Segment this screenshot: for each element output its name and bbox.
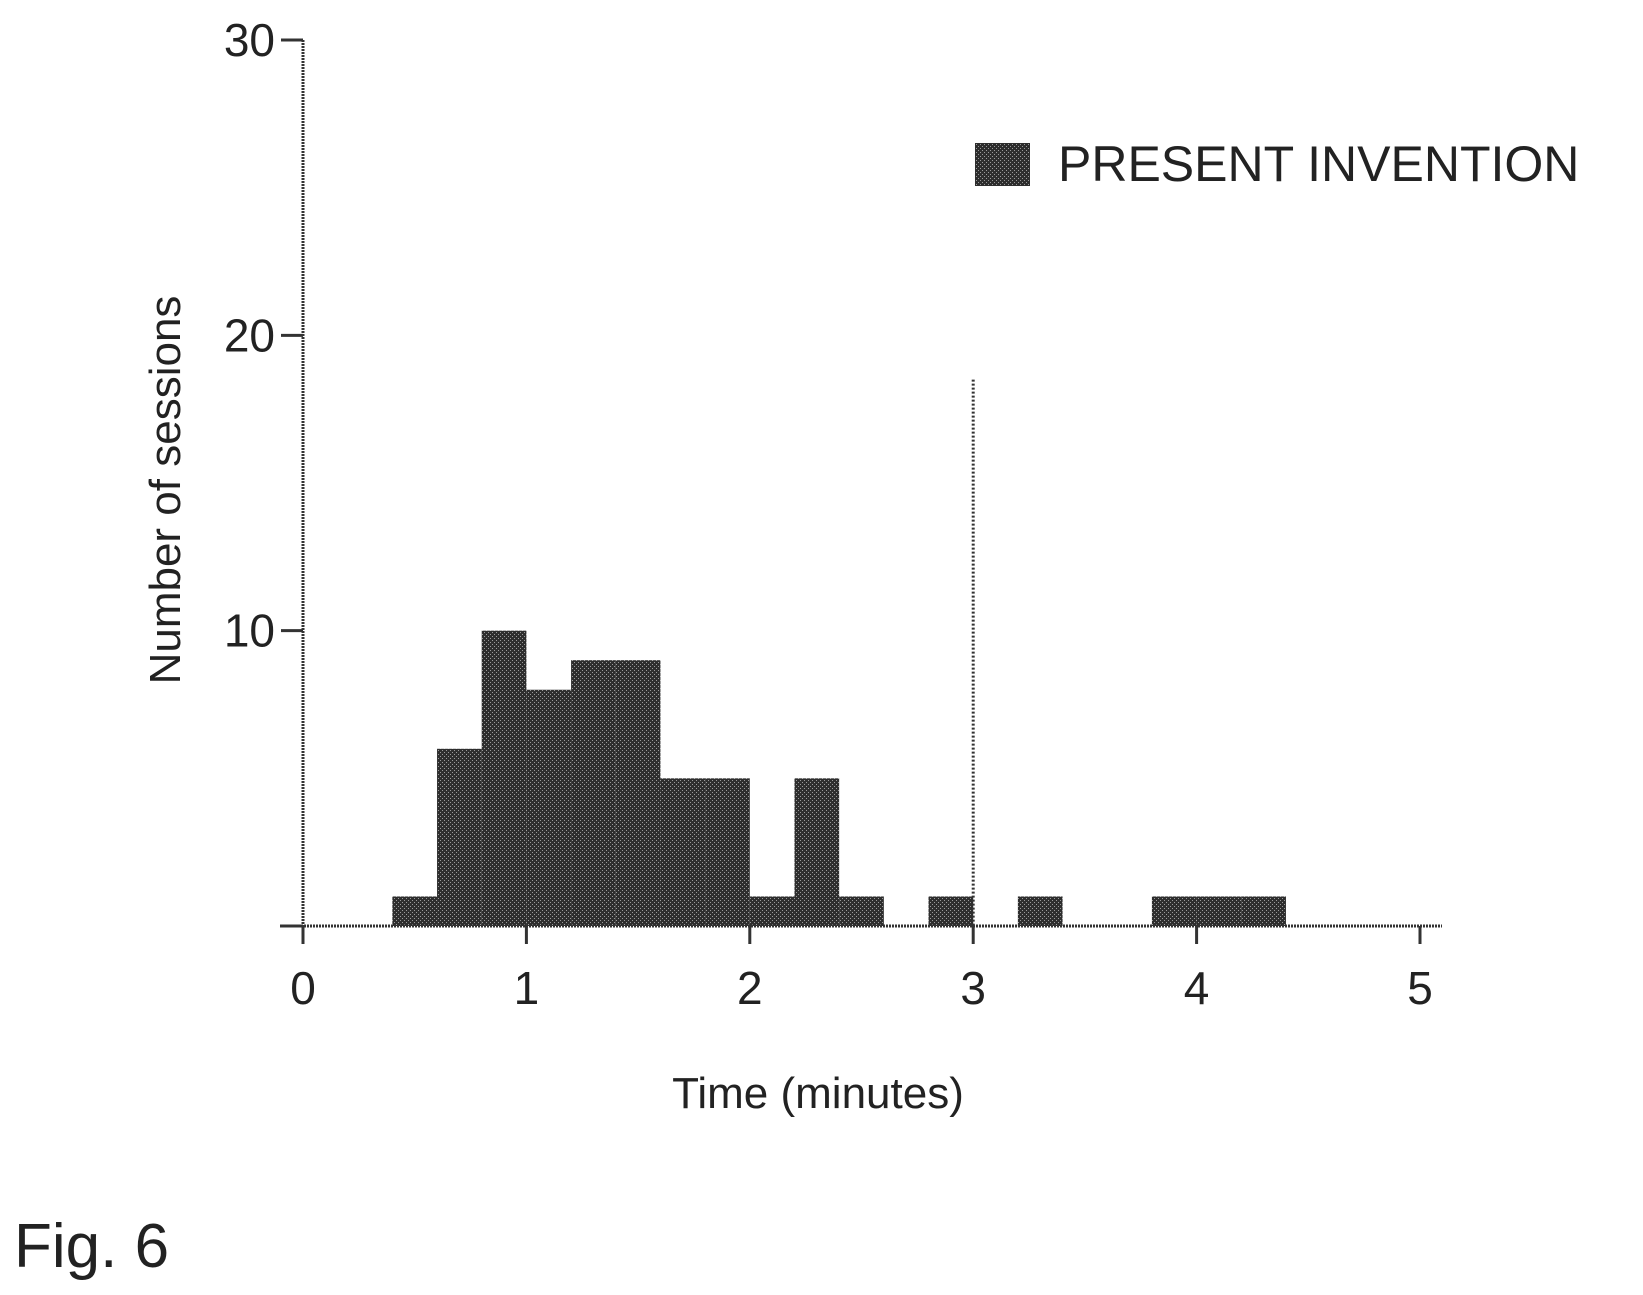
x-tick-label-4: 4 — [1184, 962, 1210, 1014]
histogram-bar-12 — [1017, 896, 1063, 926]
y-axis-title: Number of sessions — [141, 296, 190, 685]
x-tick-label-3: 3 — [960, 962, 986, 1014]
histogram-bar-4 — [571, 660, 616, 926]
histogram-bar-5 — [615, 660, 661, 926]
histogram-bar-15 — [1241, 896, 1286, 926]
histogram-bar-3 — [526, 689, 572, 926]
y-tick-label-10: 10 — [224, 605, 275, 657]
histogram-bar-8 — [749, 896, 795, 926]
legend-swatch — [975, 143, 1030, 186]
x-tick-label-5: 5 — [1407, 962, 1433, 1014]
histogram-bar-2 — [481, 630, 527, 926]
histogram-bar-14 — [1196, 896, 1242, 926]
axes — [280, 40, 1442, 928]
x-axis-title: Time (minutes) — [672, 1069, 964, 1118]
histogram-bar-1 — [437, 748, 482, 926]
x-tick-label-2: 2 — [737, 962, 763, 1014]
histogram-bar-7 — [705, 778, 750, 926]
x-tick-label-1: 1 — [514, 962, 540, 1014]
legend-label: PRESENT INVENTION — [1058, 136, 1579, 192]
y-tick-label-20: 20 — [224, 309, 275, 361]
y-tick-label-30: 30 — [224, 14, 275, 66]
histogram-bar-9 — [794, 778, 840, 926]
histogram-bar-10 — [839, 896, 884, 926]
histogram-bar-0 — [392, 896, 438, 926]
figure-label: Fig. 6 — [14, 1212, 169, 1281]
x-tick-label-0: 0 — [290, 962, 316, 1014]
histogram-bar-11 — [928, 896, 974, 926]
histogram-bar-13 — [1151, 896, 1197, 926]
histogram-bars — [392, 630, 1286, 926]
x-axis-ticks: 0 1 2 3 4 5 — [290, 926, 1433, 1014]
histogram-bar-6 — [660, 778, 706, 926]
y-axis-ticks: 10 20 30 — [224, 14, 303, 928]
